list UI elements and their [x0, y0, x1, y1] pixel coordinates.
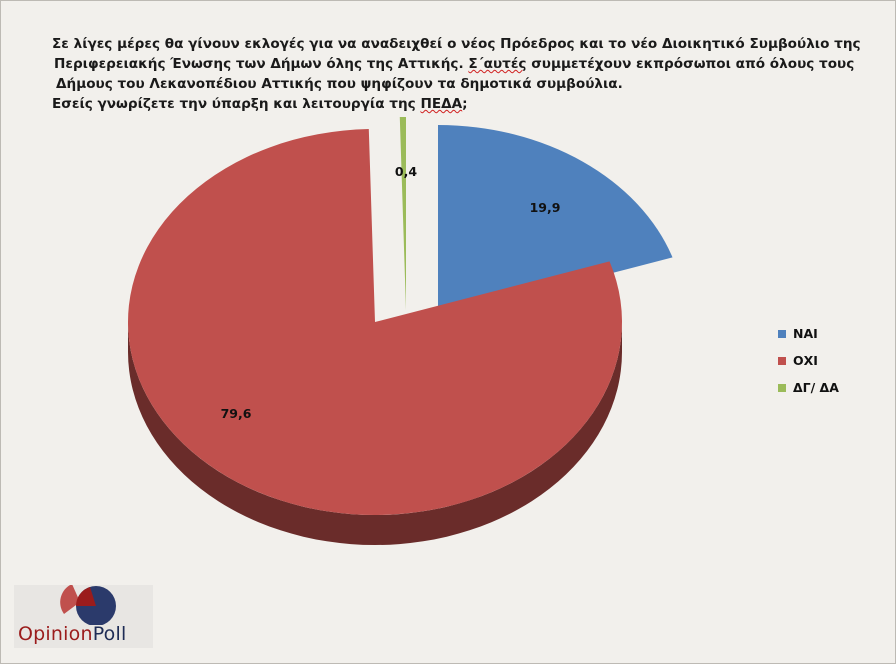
- question-line-4-end: ;: [462, 96, 468, 112]
- question-text: Σε λίγες μέρες θα γίνουν εκλογές για να …: [52, 34, 861, 114]
- pie-slice-dgda: [399, 117, 406, 310]
- question-line-2-start: Περιφερειακής Ένωσης των Δήμων όλης της …: [54, 56, 469, 72]
- question-line-1: Σε λίγες μέρες θα γίνουν εκλογές για να …: [52, 36, 861, 52]
- legend-item-dgda: ΔΓ/ ΔΑ: [778, 374, 839, 401]
- pie-chart-layer: 19,9 79,6 0,4: [128, 117, 673, 545]
- data-label-nai: 19,9: [530, 200, 561, 215]
- question-line-2: Περιφερειακής Ένωσης των Δήμων όλης της …: [52, 54, 855, 74]
- logo-text: OpinionPoll: [18, 623, 126, 645]
- question-line-4-peda: ΠΕΔΑ: [420, 96, 463, 112]
- pie-side-oxi: [128, 322, 622, 545]
- question-line-3: Δήμους του Λεκανοπέδιου Αττικής που ψηφί…: [56, 76, 623, 92]
- legend-swatch-dgda: [778, 383, 786, 392]
- legend-label-nai: ΝΑΙ: [793, 326, 818, 341]
- question-line-4: Εσείς γνωρίζετε την ύπαρξη και λειτουργί…: [52, 94, 852, 114]
- question-line-4-start: Εσείς γνωρίζετε την ύπαρξη και λειτουργί…: [52, 96, 421, 112]
- data-label-dgda: 0,4: [395, 164, 417, 179]
- logo-circle-icon: [60, 585, 116, 625]
- legend-swatch-oxi: [778, 356, 786, 365]
- data-label-oxi: 79,6: [221, 406, 252, 421]
- opinion-poll-logo: OpinionPoll: [14, 585, 153, 648]
- question-line-2-wavy: Σ΄αυτές: [468, 56, 527, 72]
- pie-slice-oxi: [128, 129, 622, 515]
- legend-label-oxi: ΟΧΙ: [793, 353, 818, 368]
- legend-swatch-nai: [778, 329, 786, 338]
- legend-item-nai: ΝΑΙ: [778, 320, 839, 347]
- question-line-2-end: συμμετέχουν εκπρόσωποι από όλους τους: [526, 56, 855, 72]
- legend-label-dgda: ΔΓ/ ΔΑ: [793, 380, 839, 395]
- logo-text-poll: Poll: [92, 623, 127, 645]
- pie-slice-nai: [438, 125, 673, 318]
- logo-text-opinion: Opinion: [18, 623, 93, 645]
- legend-item-oxi: ΟΧΙ: [778, 347, 839, 374]
- legend: ΝΑΙ ΟΧΙ ΔΓ/ ΔΑ: [778, 320, 839, 401]
